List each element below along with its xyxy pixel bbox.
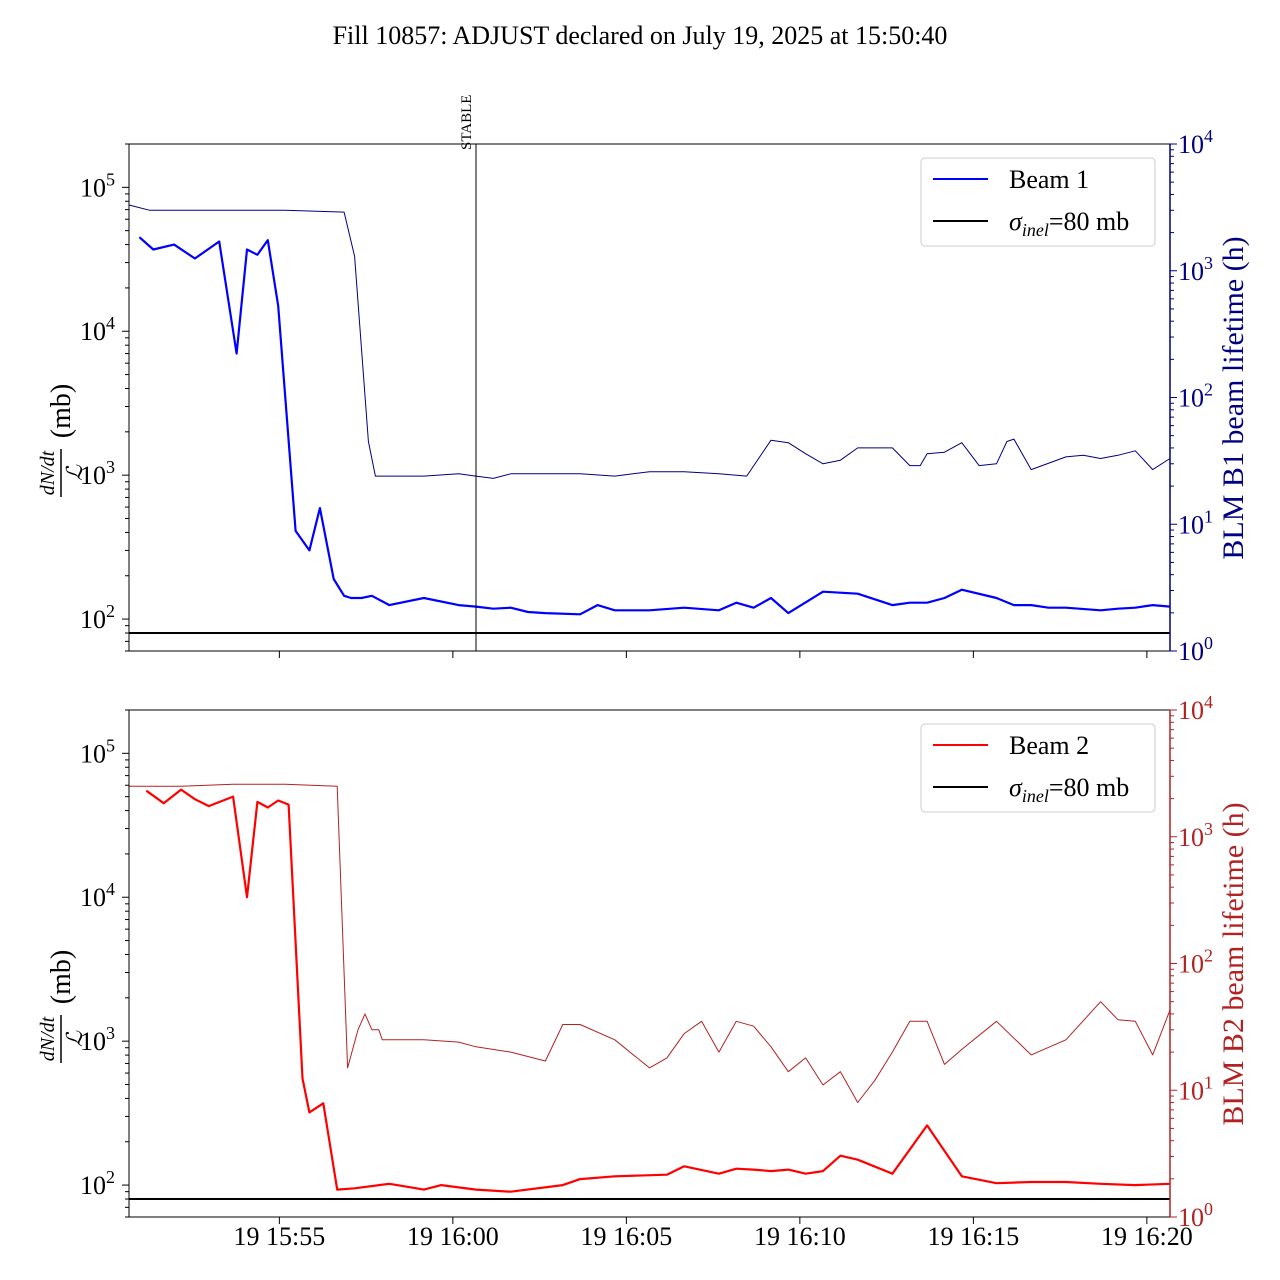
- x-tick-label: 19 16:10: [754, 1222, 846, 1251]
- beam2-legend: Beam 2 σinel=80 mb: [920, 723, 1156, 813]
- beam2-main-line: [145, 788, 1171, 1193]
- right-tick-label: 102: [1178, 946, 1213, 979]
- beam1-legend-label: Beam 1: [1009, 165, 1089, 194]
- left-tick-label: 104: [80, 879, 115, 912]
- right-tick-label: 104: [1178, 126, 1213, 159]
- beam1-legend-sigma-symbol: σ: [1009, 207, 1023, 236]
- left-tick-label: 103: [80, 457, 115, 490]
- right-tick-label: 101: [1178, 1072, 1213, 1105]
- right-tick-label: 103: [1178, 253, 1213, 286]
- beam1-ylabel-numerator: dN/dt: [37, 450, 59, 495]
- beam2-left-axis-ticks: 102 103 104 105: [80, 709, 129, 1218]
- beam2-legend-sigma-label: σinel=80 mb: [1009, 773, 1129, 806]
- beam1-right-axis-ticks: 100 101 102 103 104: [1169, 126, 1213, 666]
- stable-marker-label: STABLE: [459, 95, 475, 150]
- beam2-y2-axis-label: BLM B2 beam lifetime (h): [1217, 802, 1250, 1125]
- left-tick-label: 105: [80, 169, 115, 202]
- beam2-x-axis-ticks: 19 15:55 19 16:00 19 16:05 19 16:10 19 16:15…: [233, 1217, 1193, 1251]
- x-tick-label: 19 16:05: [580, 1222, 672, 1251]
- beam1-lifetime-series: [128, 204, 1171, 479]
- beam1-main-series: [138, 236, 1171, 616]
- beam2-legend-sigma-symbol: σ: [1009, 773, 1023, 802]
- beam2-ylabel-unit: (mb): [46, 950, 77, 1004]
- beam2-legend-label: Beam 2: [1009, 731, 1089, 760]
- beam1-legend-sigma-subscript: inel: [1022, 220, 1049, 240]
- x-tick-label: 19 16:15: [927, 1222, 1019, 1251]
- beam1-left-axis-ticks: 102 103 104 105: [80, 143, 129, 652]
- beam2-legend-sigma-subscript: inel: [1022, 786, 1049, 806]
- beam2-y-axis-label: dN/dt ℒ (mb): [37, 950, 87, 1063]
- right-tick-label: 102: [1178, 380, 1213, 413]
- x-tick-label: 19 16:00: [407, 1222, 499, 1251]
- beam1-ylabel-unit: (mb): [46, 384, 77, 438]
- beam2-lifetime-series: [129, 783, 1171, 1103]
- beam2-ylabel-numerator: dN/dt: [37, 1016, 59, 1061]
- x-tick-label: 19 15:55: [233, 1222, 325, 1251]
- beam1-legend: Beam 1 σinel=80 mb: [920, 157, 1156, 247]
- left-tick-label: 105: [80, 735, 115, 768]
- right-tick-label: 100: [1178, 1199, 1213, 1232]
- beam2-lifetime-line: [129, 783, 1171, 1103]
- beam1-legend-sigma-value: =80 mb: [1049, 207, 1129, 236]
- beam2-ylabel-denominator: ℒ: [62, 1030, 87, 1047]
- chart-title: Fill 10857: ADJUST declared on July 19, …: [333, 21, 948, 50]
- beam1-legend-sigma-label: σinel=80 mb: [1009, 207, 1129, 240]
- beam1-y2-axis-label: BLM B1 beam lifetime (h): [1217, 236, 1250, 559]
- beam2-main-series: [145, 788, 1171, 1193]
- left-tick-label: 103: [80, 1023, 115, 1056]
- right-tick-label: 101: [1178, 506, 1213, 539]
- x-tick-label: 19 16:20: [1101, 1222, 1193, 1251]
- beam2-right-axis-ticks: 100 101 102 103 104: [1169, 692, 1213, 1232]
- left-tick-label: 104: [80, 313, 115, 346]
- beam1-y-axis-label: dN/dt ℒ (mb): [37, 384, 87, 497]
- beam1-ylabel-denominator: ℒ: [62, 464, 87, 481]
- right-tick-label: 100: [1178, 633, 1213, 666]
- beam2-legend-sigma-value: =80 mb: [1049, 773, 1129, 802]
- beam1-x-axis-ticks: [278, 651, 1148, 658]
- left-tick-label: 102: [80, 601, 115, 634]
- beam1-main-line: [138, 236, 1171, 616]
- right-tick-label: 103: [1178, 819, 1213, 852]
- panel-beam1: STABLE 102 103 104 105 100 101 102 103 104 dN/d…: [37, 95, 1250, 666]
- left-tick-label: 102: [80, 1167, 115, 1200]
- right-tick-label: 104: [1178, 692, 1213, 725]
- beam1-lifetime-line: [128, 204, 1171, 479]
